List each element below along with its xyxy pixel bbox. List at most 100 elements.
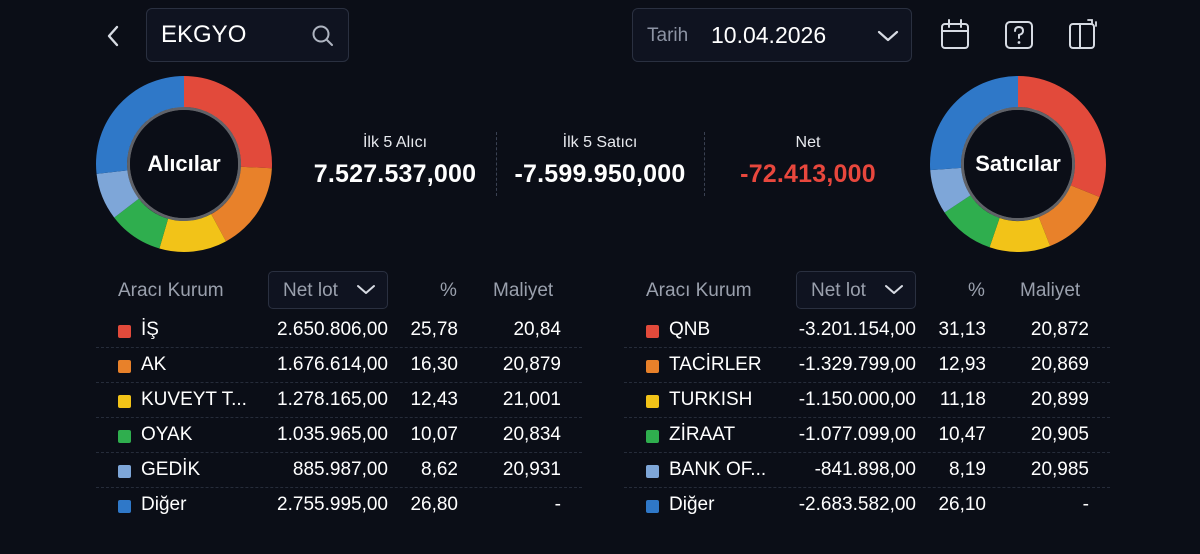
cost-value: 21,001: [502, 389, 561, 410]
buyers-donut-label: Alıcılar: [147, 151, 221, 176]
sellers-donut-chart: Satıcılar: [928, 74, 1108, 254]
percent-value: 10,47: [938, 424, 986, 445]
question-icon[interactable]: [1002, 18, 1036, 52]
cost-value: -: [1082, 494, 1089, 515]
search-icon[interactable]: [310, 23, 336, 49]
percent-value: 12,93: [938, 354, 986, 375]
calendar-icon[interactable]: [938, 18, 972, 52]
cost-value: -: [554, 494, 561, 515]
buyers-netlot-select[interactable]: Net lot: [268, 271, 388, 309]
percent-value: 26,10: [938, 494, 986, 515]
table-row[interactable]: ZİRAAT -1.077.099,00 10,47 20,905: [624, 418, 1110, 453]
broker-name: KUVEYT T...: [141, 389, 247, 410]
table-row[interactable]: BANK OF... -841.898,00 8,19 20,985: [624, 453, 1110, 488]
legend-swatch: [646, 465, 659, 478]
top5-buyers-value: 7.527.537,000: [313, 160, 477, 188]
legend-swatch: [118, 395, 131, 408]
net-lot-value: -2.683.582,00: [798, 494, 916, 515]
table-row[interactable]: Diğer 2.755.995,00 26,80 -: [96, 488, 582, 523]
net-lot-value: 2.755.995,00: [277, 494, 388, 515]
broker-name: Diğer: [141, 494, 187, 515]
net-lot-value: 1.035.965,00: [277, 424, 388, 445]
cost-value: 20,985: [1030, 459, 1089, 480]
percent-value: 25,78: [410, 319, 458, 340]
percent-value: 16,30: [410, 354, 458, 375]
legend-swatch: [118, 465, 131, 478]
net-lot-value: 1.676.614,00: [277, 354, 388, 375]
percent-value: 10,07: [410, 424, 458, 445]
percent-value: 12,43: [410, 389, 458, 410]
percent-value: 8,62: [421, 459, 458, 480]
legend-swatch: [118, 500, 131, 513]
sellers-pct-header: %: [968, 280, 985, 301]
donut-slice: [184, 76, 272, 169]
net-lot-value: -3.201.154,00: [798, 319, 916, 340]
buyers-broker-header: Aracı Kurum: [118, 280, 224, 301]
summary-divider: [496, 132, 497, 196]
donut-slice: [1038, 185, 1100, 246]
sellers-cost-header: Maliyet: [1020, 280, 1081, 301]
buyers-table: İŞ 2.650.806,00 25,78 20,84 AK 1.676.614,00 16…: [96, 313, 582, 523]
cost-value: 20,899: [1030, 389, 1089, 410]
top5-buyers-summary: İlk 5 Alıcı 7.527.537,000: [295, 134, 495, 189]
percent-value: 11,18: [939, 389, 986, 410]
sellers-netlot-select[interactable]: Net lot: [796, 271, 916, 309]
net-value: -72.413,000: [740, 160, 876, 188]
broker-name: AK: [141, 354, 167, 375]
donut-hole: [130, 110, 238, 218]
legend-swatch: [646, 360, 659, 373]
chevron-down-icon: [877, 30, 899, 42]
net-title: Net: [795, 134, 821, 151]
date-value: 10.04.2026: [711, 22, 827, 48]
table-row[interactable]: TURKISH -1.150.000,00 11,18 20,899: [624, 383, 1110, 418]
table-row[interactable]: AK 1.676.614,00 16,30 20,879: [96, 348, 582, 383]
summary-divider: [704, 132, 705, 196]
top5-sellers-summary: İlk 5 Satıcı -7.599.950,000: [500, 134, 700, 189]
cost-value: 20,879: [502, 354, 561, 375]
table-row[interactable]: İŞ 2.650.806,00 25,78 20,84: [96, 313, 582, 348]
net-lot-value: -841.898,00: [814, 459, 916, 480]
sellers-netlot-select-label: Net lot: [811, 280, 866, 301]
cost-value: 20,905: [1030, 424, 1089, 445]
top5-buyers-title: İlk 5 Alıcı: [362, 134, 428, 151]
donut-slice: [211, 166, 272, 242]
back-button[interactable]: [98, 18, 128, 54]
table-row[interactable]: QNB -3.201.154,00 31,13 20,872: [624, 313, 1110, 348]
cost-value: 20,834: [502, 424, 561, 445]
symbol-search-box[interactable]: [146, 8, 349, 62]
donut-slice: [96, 76, 184, 174]
table-row[interactable]: OYAK 1.035.965,00 10,07 20,834: [96, 418, 582, 453]
net-summary: Net -72.413,000: [708, 134, 908, 189]
percent-value: 8,19: [949, 459, 986, 480]
sellers-broker-header: Aracı Kurum: [646, 280, 752, 301]
broker-name: ZİRAAT: [669, 424, 736, 445]
donut-slice: [159, 214, 227, 252]
legend-swatch: [646, 395, 659, 408]
net-lot-value: -1.150.000,00: [798, 389, 916, 410]
table-row[interactable]: GEDİK 885.987,00 8,62 20,931: [96, 453, 582, 488]
search-input[interactable]: [161, 19, 301, 51]
percent-value: 26,80: [410, 494, 458, 515]
buyers-donut-chart: Alıcılar: [94, 74, 274, 254]
table-row[interactable]: TACİRLER -1.329.799,00 12,93 20,869: [624, 348, 1110, 383]
sellers-table: QNB -3.201.154,00 31,13 20,872 TACİRLER -1.32…: [624, 313, 1110, 523]
chevron-left-icon: [107, 25, 119, 47]
top5-sellers-title: İlk 5 Satıcı: [562, 134, 638, 151]
chevron-down-icon: [357, 285, 375, 294]
cost-value: 20,872: [1030, 319, 1089, 340]
legend-swatch: [118, 325, 131, 338]
donut-slice: [1018, 76, 1106, 198]
date-selector[interactable]: Tarih 10.04.2026: [632, 8, 912, 62]
percent-value: 31,13: [938, 319, 986, 340]
cost-value: 20,869: [1030, 354, 1089, 375]
table-row[interactable]: KUVEYT T... 1.278.165,00 12,43 21,001: [96, 383, 582, 418]
legend-swatch: [646, 325, 659, 338]
legend-swatch: [646, 500, 659, 513]
broker-name: İŞ: [141, 319, 159, 340]
broker-name: BANK OF...: [669, 459, 767, 480]
table-row[interactable]: Diğer -2.683.582,00 26,10 -: [624, 488, 1110, 523]
top5-sellers-value: -7.599.950,000: [514, 160, 686, 188]
chevron-down-icon: [885, 285, 903, 294]
broker-name: QNB: [669, 319, 711, 340]
panel-icon[interactable]: [1066, 18, 1100, 52]
